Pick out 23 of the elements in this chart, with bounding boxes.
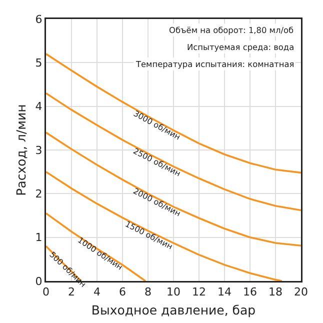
y-axis-title: Расход, л/мин xyxy=(14,104,29,196)
y-tick-label: 6 xyxy=(35,12,42,26)
x-tick-label: 20 xyxy=(294,286,308,299)
x-tick-label: 14 xyxy=(218,286,232,299)
x-tick-label: 12 xyxy=(192,286,206,299)
x-tick-label: 6 xyxy=(119,286,126,299)
annotation: Испытуемая среда: вода xyxy=(187,42,294,52)
y-tick-label: 1 xyxy=(35,231,42,244)
y-tick-label: 2 xyxy=(35,188,42,201)
x-tick-label: 2 xyxy=(68,286,75,299)
x-tick-label: 16 xyxy=(243,286,257,299)
x-axis-title: Выходное давление, бар xyxy=(91,302,256,318)
x-tick-label: 8 xyxy=(144,286,152,299)
x-tick-label: 10 xyxy=(166,286,180,299)
annotation: Объём на оборот: 1,80 мл/об xyxy=(169,25,294,35)
x-tick-label: 4 xyxy=(94,286,100,299)
y-tick-label: 4 xyxy=(35,100,42,114)
x-tick-label: 18 xyxy=(268,286,282,299)
annotation: Температура испытания: комнатная xyxy=(135,59,294,69)
y-tick-label: 5 xyxy=(35,56,42,70)
y-tick-label: 3 xyxy=(35,144,42,157)
line-series xyxy=(46,53,301,174)
y-tick-label: 0 xyxy=(35,274,42,288)
